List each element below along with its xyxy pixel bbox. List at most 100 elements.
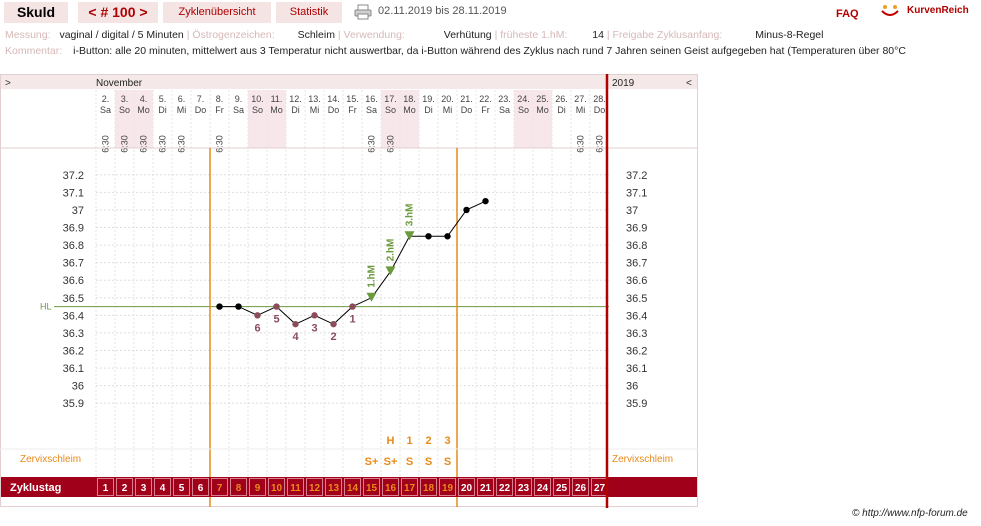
cervix-symbol: S+ xyxy=(384,456,398,468)
cycle-day-number: 24 xyxy=(537,483,549,494)
day-date: 9. xyxy=(235,94,243,104)
verwendung-value: Verhütung xyxy=(443,29,492,41)
kurvenreich-logo-icon xyxy=(881,5,899,16)
y-tick-right: 36.4 xyxy=(626,310,647,322)
messung-value: vaginal / digital / 5 Minuten xyxy=(59,29,184,41)
day-date: 8. xyxy=(216,94,224,104)
cycle-day-cell xyxy=(287,478,304,496)
cervix-symbol: S+ xyxy=(365,456,379,468)
day-date: 16. xyxy=(365,94,378,104)
day-date: 19. xyxy=(422,94,435,104)
day-date: 11. xyxy=(271,94,283,104)
cycle-day-cell xyxy=(154,478,171,496)
cycle-day-number: 11 xyxy=(290,483,301,494)
cycle-navigator[interactable]: < # 100 > xyxy=(78,2,158,23)
day-weekday: Fr xyxy=(481,105,490,115)
y-tick-right: 36.5 xyxy=(626,293,647,305)
day-date: 21. xyxy=(460,94,473,104)
cycle-day-number: 4 xyxy=(160,483,166,494)
y-tick-left: 36.4 xyxy=(63,310,84,322)
cycle-day-cell xyxy=(230,478,247,496)
coverline-label: HL xyxy=(40,302,52,312)
footer-credit[interactable]: © http://www.nfp-forum.de xyxy=(852,508,968,519)
cycle-day-bar xyxy=(1,477,697,497)
day-weekday: Di xyxy=(424,105,433,115)
y-tick-right: 36.3 xyxy=(626,328,647,340)
temperature-point xyxy=(463,206,470,214)
brand-name[interactable]: KurvenReich xyxy=(907,5,969,16)
day-date: 20. xyxy=(441,94,454,104)
day-weekday: Do xyxy=(195,105,207,115)
day-date: 14. xyxy=(327,94,340,104)
y-tick-left: 37.1 xyxy=(63,187,84,199)
faq-link[interactable]: FAQ xyxy=(836,8,859,20)
month-header-bg xyxy=(1,75,697,89)
cycle-day-number: 25 xyxy=(556,483,568,494)
y-tick-right: 37.1 xyxy=(626,187,647,199)
statistics-link[interactable]: Statistik xyxy=(276,2,342,23)
temperature-point xyxy=(292,320,299,328)
info-row-measurement: Messung: vaginal / digital / 5 Minuten |… xyxy=(5,29,824,41)
day-date: 24. xyxy=(517,94,530,104)
day-weekday: Mi xyxy=(576,105,586,115)
user-name[interactable]: Skuld xyxy=(4,2,68,23)
nav-next-icon: < xyxy=(686,78,692,89)
day-date: 18. xyxy=(403,94,416,104)
day-weekday: Sa xyxy=(366,105,377,115)
temperature-point xyxy=(216,303,223,310)
y-tick-left: 36.1 xyxy=(63,363,84,375)
y-tick-left: 36.2 xyxy=(63,346,84,358)
day-date: 10. xyxy=(251,94,264,104)
top-bar: Skuld < # 100 > Zyklenübersicht Statisti… xyxy=(0,0,981,27)
day-date: 28. xyxy=(593,94,606,104)
day-date: 2. xyxy=(102,94,110,104)
y-tick-left: 37.2 xyxy=(63,170,84,182)
temperature-point xyxy=(254,312,261,319)
lower-temp-label: 6 xyxy=(254,322,260,334)
day-date: 5. xyxy=(159,94,167,104)
cycle-day-number: 19 xyxy=(442,483,454,494)
day-date: 17. xyxy=(384,94,397,104)
kommentar-label: Kommentar: xyxy=(5,45,63,57)
cycle-day-cell xyxy=(382,478,399,496)
temperature-point xyxy=(444,233,451,240)
day-weekday: Mi xyxy=(177,105,187,115)
day-date: 3. xyxy=(121,94,129,104)
day-time: 6:30 xyxy=(158,135,168,153)
temperature-point xyxy=(273,303,280,310)
cycle-day-cell xyxy=(268,478,285,496)
day-weekday: Mo xyxy=(536,105,549,115)
lower-temp-label: 1 xyxy=(349,314,355,326)
weekend-shade xyxy=(267,90,286,148)
messung-label: Messung: xyxy=(5,29,51,41)
cervix-peak-label: H xyxy=(387,435,395,447)
hm-point xyxy=(385,266,396,276)
day-weekday: Sa xyxy=(233,105,244,115)
cycle-day-number: 15 xyxy=(366,483,378,494)
day-time: 6:30 xyxy=(386,135,396,153)
y-tick-right: 36.2 xyxy=(626,346,647,358)
cycle-day-number: 17 xyxy=(404,483,416,494)
day-weekday: Sa xyxy=(499,105,510,115)
cervix-symbol: S xyxy=(425,456,432,468)
cycle-day-number: 21 xyxy=(480,483,492,494)
day-date: 22. xyxy=(479,94,492,104)
cervix-symbol: S xyxy=(444,456,451,468)
day-time: 6:30 xyxy=(101,135,111,153)
day-date: 4. xyxy=(140,94,148,104)
cycle-day-number: 9 xyxy=(255,483,261,494)
y-tick-right: 36.9 xyxy=(626,223,647,235)
printer-icon[interactable] xyxy=(354,4,372,20)
day-weekday: Mi xyxy=(443,105,453,115)
cycle-day-cell xyxy=(97,478,114,496)
day-weekday: Fr xyxy=(348,105,357,115)
day-date: 23. xyxy=(498,94,511,104)
cycle-day-cell xyxy=(439,478,456,496)
cycle-day-cell xyxy=(249,478,266,496)
day-time: 6:30 xyxy=(215,135,225,153)
cycle-overview-link[interactable]: Zyklenübersicht xyxy=(163,2,271,23)
lower-temp-label: 3 xyxy=(311,322,317,334)
cycle-day-cell xyxy=(458,478,475,496)
day-date: 13. xyxy=(308,94,321,104)
y-tick-right: 36.1 xyxy=(626,363,647,375)
